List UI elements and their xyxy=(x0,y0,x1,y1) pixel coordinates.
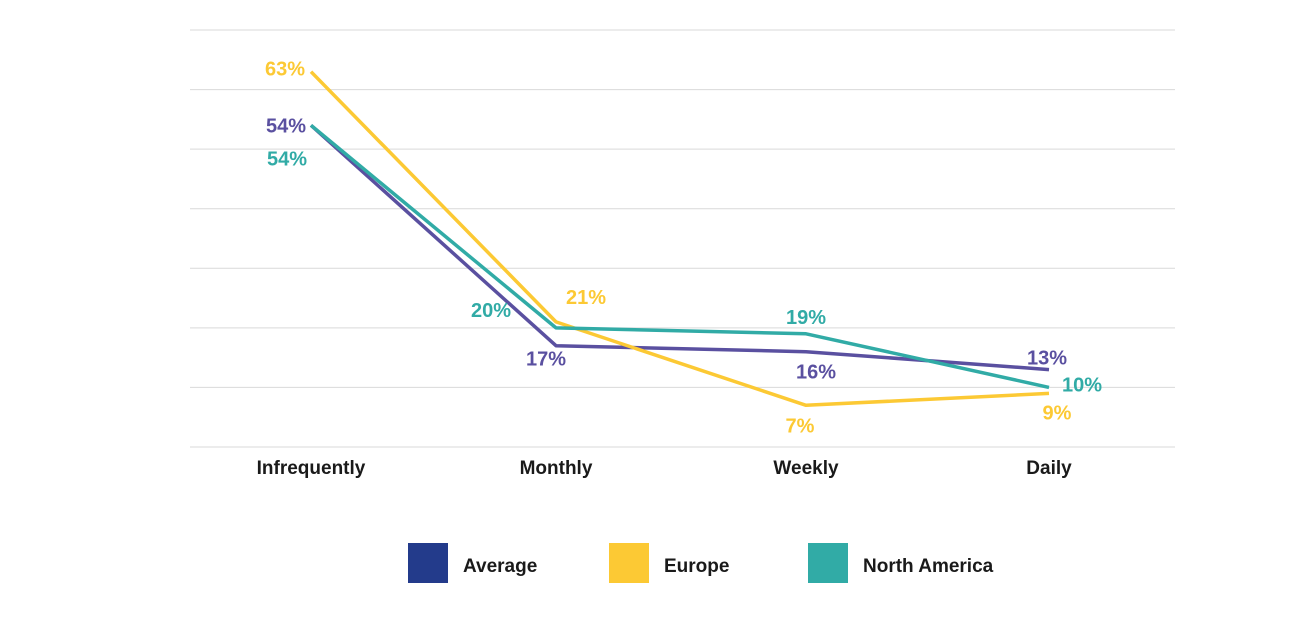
x-tick-label: Monthly xyxy=(520,458,593,479)
data-label: 21% xyxy=(566,287,606,309)
x-tick-label: Daily xyxy=(1026,458,1072,479)
legend-label: Average xyxy=(463,556,537,577)
data-label: 16% xyxy=(796,362,836,384)
legend-swatch xyxy=(808,543,848,583)
data-labels: 54% 17% 16% 13% 63% 21% 7% 9% 54% 20% 19% 10% xyxy=(265,59,1102,438)
data-label: 13% xyxy=(1027,348,1067,370)
legend-label: North America xyxy=(863,556,994,577)
data-label: 20% xyxy=(471,300,511,322)
data-label: 10% xyxy=(1062,374,1102,396)
x-tick-label: Weekly xyxy=(773,458,839,479)
series-line-north-america xyxy=(309,123,1050,390)
series-line-europe xyxy=(309,70,1050,408)
data-label: 17% xyxy=(526,349,566,371)
data-label: 19% xyxy=(786,307,826,329)
x-axis-labels: Infrequently Monthly Weekly Daily xyxy=(257,458,1073,479)
legend: Average Europe North America xyxy=(408,543,994,583)
data-label: 9% xyxy=(1043,402,1072,424)
x-tick-label: Infrequently xyxy=(257,458,366,479)
series-line-average xyxy=(309,123,1050,372)
data-label: 7% xyxy=(786,415,815,437)
data-label: 54% xyxy=(266,115,306,137)
gridlines xyxy=(190,29,1175,448)
legend-label: Europe xyxy=(664,556,729,577)
series-lines xyxy=(309,70,1050,408)
legend-swatch xyxy=(408,543,448,583)
legend-swatch xyxy=(609,543,649,583)
data-label: 63% xyxy=(265,59,305,81)
data-label: 54% xyxy=(267,148,307,170)
